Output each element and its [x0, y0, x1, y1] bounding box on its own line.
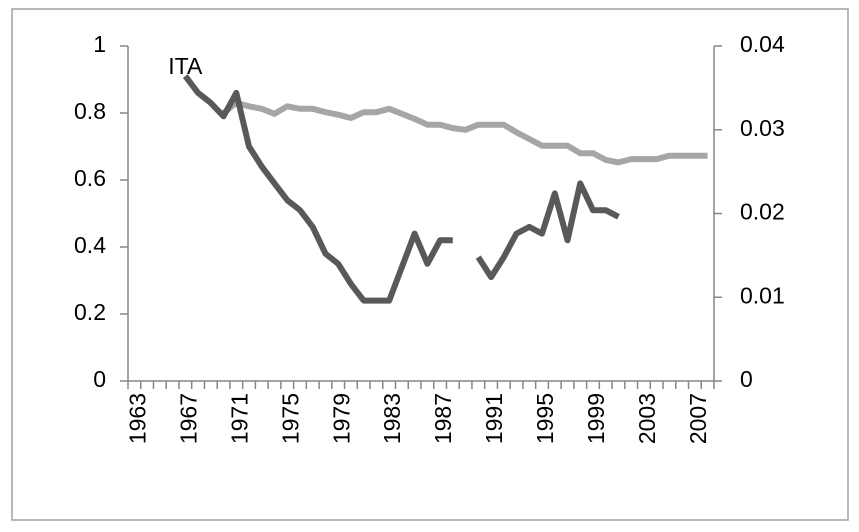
x-tick-label: 1979	[328, 393, 354, 444]
x-tick-label: 2007	[685, 393, 711, 444]
x-tick-label: 1971	[226, 393, 252, 444]
y-tick-label: 0	[93, 366, 106, 392]
y-tick-label: 1	[93, 31, 106, 57]
x-tick-label: 1983	[379, 393, 405, 444]
x-tick-label: 1975	[277, 393, 303, 444]
y2-tick-label: 0.04	[740, 31, 785, 57]
x-tick-label: 1967	[175, 393, 201, 444]
x-tick-label: 1991	[481, 393, 507, 444]
y2-tick-label: 0.02	[740, 199, 785, 225]
series-label: ITA	[168, 53, 203, 79]
x-tick-label: 1995	[532, 393, 558, 444]
y-tick-label: 0.2	[74, 299, 106, 325]
y-tick-label: 0.4	[74, 232, 106, 258]
x-tick-label: 1963	[124, 393, 150, 444]
series-line	[182, 74, 620, 304]
y2-tick-label: 0.01	[740, 282, 785, 308]
x-tick-label: 1987	[430, 393, 456, 444]
y2-tick-label: 0.03	[740, 115, 785, 141]
y-tick-label: 0.8	[74, 98, 106, 124]
y-tick-label: 0.6	[74, 165, 106, 191]
series-line	[221, 99, 708, 166]
y2-tick-label: 0	[740, 366, 753, 392]
x-tick-label: 1999	[583, 393, 609, 444]
x-tick-label: 2003	[634, 393, 660, 444]
